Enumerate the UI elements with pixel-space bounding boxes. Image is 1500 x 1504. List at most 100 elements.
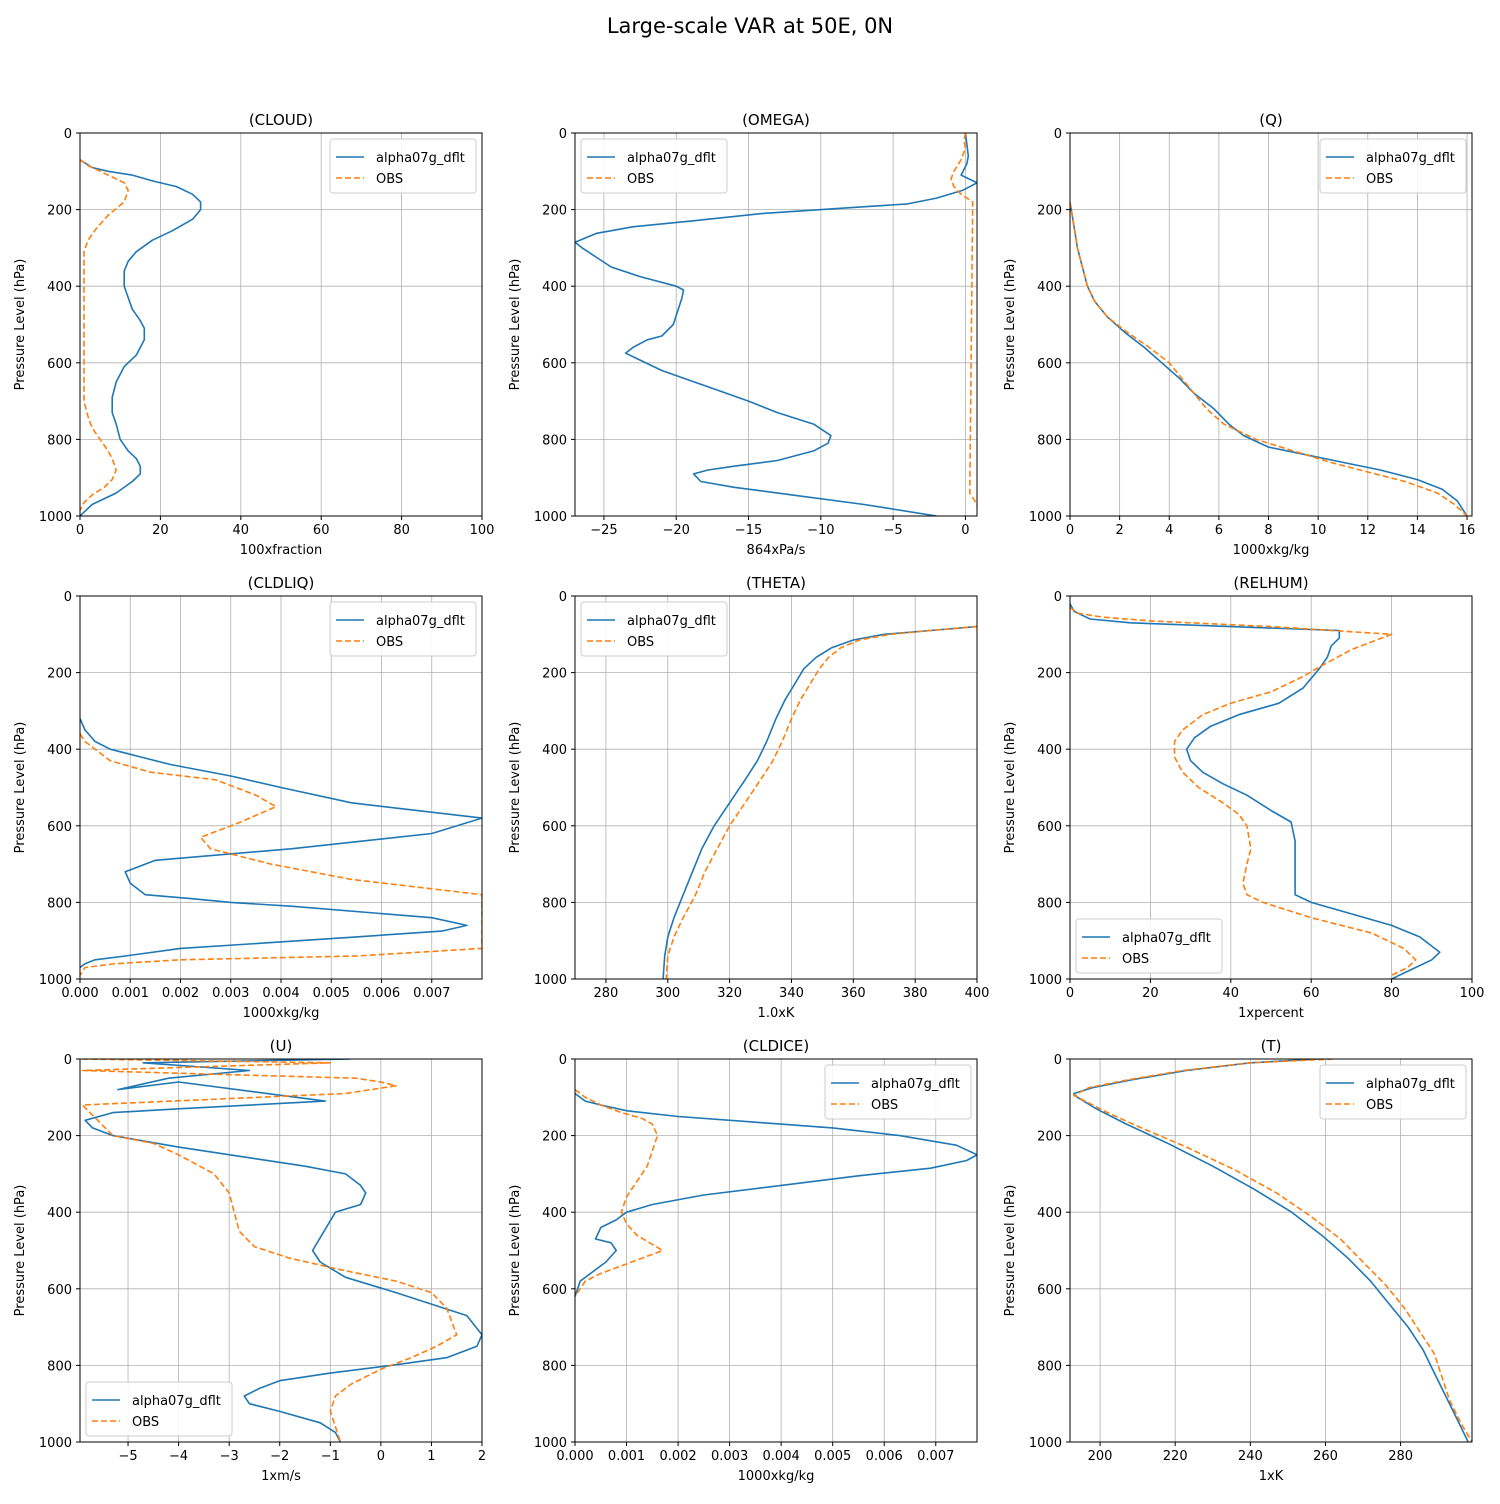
x-tick-label: 40 [233, 523, 250, 538]
legend-label: OBS [1366, 1098, 1393, 1113]
x-tick-label: 0 [377, 1449, 385, 1464]
subplot-title: (T) [1261, 1037, 1282, 1055]
y-axis-label: Pressure Level (hPa) [508, 1185, 523, 1317]
legend: alpha07g_dflt OBS [85, 1381, 233, 1437]
legend-label: alpha07g_dflt [1122, 931, 1211, 946]
y-tick-label: 600 [542, 820, 567, 835]
y-tick-label: 0 [1054, 590, 1062, 605]
x-tick-label: 0.000 [556, 1449, 593, 1464]
y-tick-label: 600 [47, 820, 72, 835]
legend-label: alpha07g_dflt [871, 1077, 960, 1092]
y-tick-label: 800 [1037, 433, 1062, 448]
x-tick-label: 0.001 [608, 1449, 645, 1464]
y-tick-label: 600 [47, 357, 72, 372]
legend-box [580, 138, 728, 194]
axes-frame [1069, 595, 1473, 980]
subplot-title: (CLDICE) [743, 1037, 809, 1055]
y-tick-label: 200 [47, 204, 72, 219]
x-tick-label: 1 [427, 1449, 435, 1464]
subplot-q: 0 2 4 6 8 10 12 14 16 0 200 400 600 800 1000 (Q) 1000xkg… [1003, 111, 1475, 558]
legend-label: OBS [132, 1415, 159, 1430]
x-tick-label: 340 [779, 986, 804, 1001]
y-tick-label: 400 [1037, 743, 1062, 758]
x-axis-label: 1000xkg/kg [738, 1469, 815, 1484]
x-tick-label: 0 [1066, 523, 1074, 538]
y-axis-label: Pressure Level (hPa) [1003, 1185, 1018, 1317]
legend-label: alpha07g_dflt [627, 614, 716, 629]
x-tick-label: 0.007 [917, 1449, 954, 1464]
x-tick-label: −10 [807, 523, 834, 538]
y-tick-label: 200 [542, 204, 567, 219]
legend-label: OBS [871, 1098, 898, 1113]
subplot-omega: −25 −20 −15 −10 −5 0 0 200 400 600 800 1000 (OMEGA) 8… [508, 111, 978, 558]
x-tick-label: 20 [1142, 986, 1159, 1001]
legend-box [329, 601, 477, 657]
x-tick-label: 2 [1115, 523, 1123, 538]
axes-frame [1069, 1058, 1473, 1443]
x-tick-label: 60 [313, 523, 330, 538]
x-axis-label: 1xm/s [261, 1469, 301, 1484]
x-tick-label: 0.006 [866, 1449, 903, 1464]
y-tick-label: 200 [47, 667, 72, 682]
x-tick-label: 40 [1223, 986, 1240, 1001]
y-tick-label: 1000 [534, 973, 567, 988]
x-tick-label: 60 [1303, 986, 1320, 1001]
x-tick-label: −3 [220, 1449, 239, 1464]
legend-label: OBS [376, 172, 403, 187]
x-axis-label: 864xPa/s [747, 543, 806, 558]
x-tick-label: 0 [76, 523, 84, 538]
x-tick-label: 200 [1088, 1449, 1113, 1464]
legend-label: alpha07g_dflt [1366, 151, 1455, 166]
x-tick-label: 0.005 [313, 986, 350, 1001]
legend-box [824, 1064, 972, 1120]
y-tick-label: 200 [1037, 1130, 1062, 1145]
y-tick-label: 1000 [39, 510, 72, 525]
legend-label: alpha07g_dflt [132, 1394, 221, 1409]
series-line-obs [80, 733, 482, 976]
x-tick-label: 100 [1460, 986, 1485, 1001]
y-tick-label: 1000 [1029, 973, 1062, 988]
y-tick-label: 600 [1037, 357, 1062, 372]
y-axis-label: Pressure Level (hPa) [13, 259, 28, 391]
y-tick-label: 600 [542, 1283, 567, 1298]
series-line-model [575, 133, 977, 516]
x-tick-label: 280 [594, 986, 619, 1001]
subplot-relhum: 0 20 40 60 80 10002004006008001000(RELHUM)1xp… [1003, 574, 1484, 1021]
x-tick-label: 0.007 [413, 986, 450, 1001]
x-tick-label: 0.004 [763, 1449, 800, 1464]
series-line-obs [80, 159, 129, 511]
x-axis-label: 1.0xK [758, 1006, 795, 1021]
x-tick-label: 10 [1310, 523, 1327, 538]
x-tick-label: 0.002 [659, 1449, 696, 1464]
x-tick-label: 0 [961, 523, 969, 538]
x-tick-label: 100 [470, 523, 495, 538]
y-axis-label: Pressure Level (hPa) [13, 722, 28, 854]
x-tick-label: 8 [1264, 523, 1272, 538]
subplot-title: (OMEGA) [742, 111, 810, 129]
legend-box [1319, 1064, 1467, 1120]
y-tick-label: 800 [1037, 896, 1062, 911]
y-tick-label: 800 [542, 433, 567, 448]
x-tick-label: 380 [903, 986, 928, 1001]
x-tick-label: −25 [590, 523, 617, 538]
legend-label: OBS [376, 635, 403, 650]
y-tick-label: 800 [542, 1359, 567, 1374]
x-tick-label: −2 [270, 1449, 289, 1464]
x-tick-label: 20 [152, 523, 169, 538]
y-tick-label: 800 [542, 896, 567, 911]
y-tick-label: 200 [1037, 667, 1062, 682]
x-tick-label: 0.003 [711, 1449, 748, 1464]
x-tick-label: −5 [884, 523, 903, 538]
y-tick-label: 0 [1054, 1053, 1062, 1068]
legend: alpha07g_dflt OBS [1075, 918, 1223, 974]
x-tick-label: 0.003 [212, 986, 249, 1001]
x-tick-label: −5 [118, 1449, 137, 1464]
y-tick-label: 0 [64, 590, 72, 605]
y-tick-label: 800 [47, 1359, 72, 1374]
y-tick-label: 200 [1037, 204, 1062, 219]
y-axis-label: Pressure Level (hPa) [508, 259, 523, 391]
series-line-model [1070, 603, 1441, 979]
legend: alpha07g_dflt OBS [329, 138, 477, 194]
x-tick-label: 220 [1163, 1449, 1188, 1464]
y-tick-label: 400 [1037, 280, 1062, 295]
